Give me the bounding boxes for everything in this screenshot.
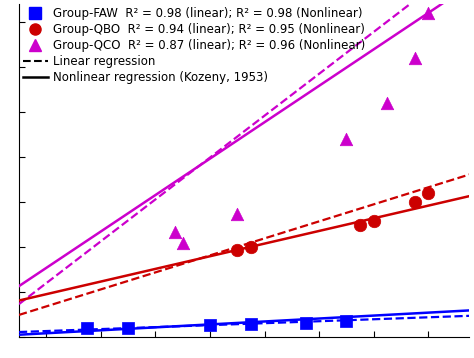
Point — [425, 10, 432, 15]
Point — [234, 211, 241, 217]
Point — [356, 222, 364, 228]
Point — [206, 322, 214, 328]
Point — [83, 325, 91, 330]
Point — [179, 240, 186, 246]
Legend: Group-FAW  R² = 0.98 (linear); R² = 0.98 (Nonlinear), Group-QBO  R² = 0.94 (line: Group-FAW R² = 0.98 (linear); R² = 0.98 … — [20, 5, 368, 86]
Point — [171, 229, 178, 235]
Point — [383, 100, 391, 105]
Point — [425, 190, 432, 195]
Point — [411, 55, 419, 61]
Point — [411, 199, 419, 204]
Point — [247, 321, 255, 327]
Point — [124, 325, 132, 330]
Point — [370, 218, 377, 224]
Point — [343, 318, 350, 324]
Point — [234, 247, 241, 253]
Point — [343, 136, 350, 141]
Point — [247, 244, 255, 250]
Point — [302, 320, 310, 326]
